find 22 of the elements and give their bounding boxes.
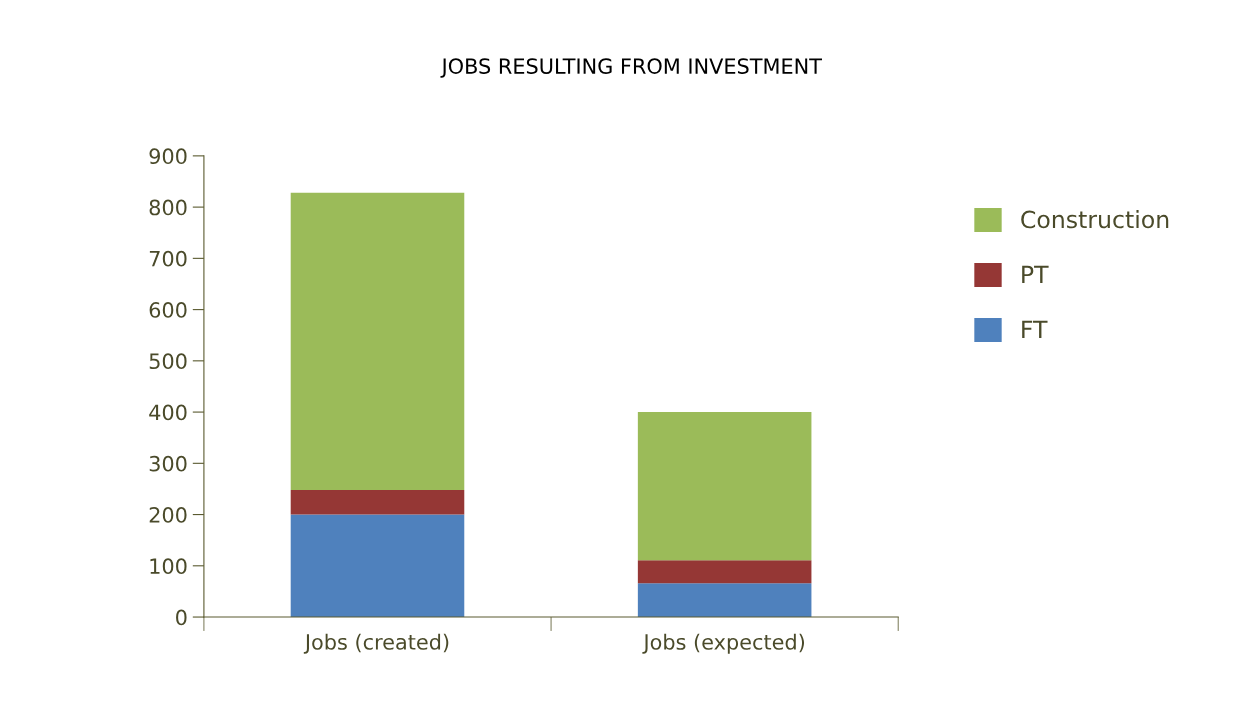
bar: [290, 514, 465, 618]
y-tick-label: 300: [149, 455, 187, 472]
y-tick-label: 500: [149, 353, 187, 370]
bar: [637, 583, 812, 618]
y-tick-label: 600: [149, 302, 187, 318]
legend-label: FT: [1022, 320, 1048, 338]
y-tick-label: 200: [149, 507, 187, 523]
y-tick-label: 100: [150, 558, 187, 575]
y-tick-label: 400: [149, 404, 187, 421]
bar: [290, 489, 465, 515]
bar: [290, 192, 465, 490]
bar: [637, 560, 812, 584]
y-tick-label: 0: [176, 609, 187, 626]
chart-title: JOBS RESULTING FROM INVESTMENT: [440, 58, 822, 78]
x-tick-label: Jobs (created): [303, 633, 449, 654]
y-tick-label: 900: [149, 148, 187, 165]
bar: [637, 412, 812, 561]
y-tick-label: 700: [149, 250, 187, 267]
legend-label: Construction: [1021, 210, 1169, 229]
legend-label: PT: [1022, 265, 1049, 283]
x-tick-label: Jobs (expected): [642, 633, 805, 654]
y-tick-label: 800: [149, 199, 187, 216]
